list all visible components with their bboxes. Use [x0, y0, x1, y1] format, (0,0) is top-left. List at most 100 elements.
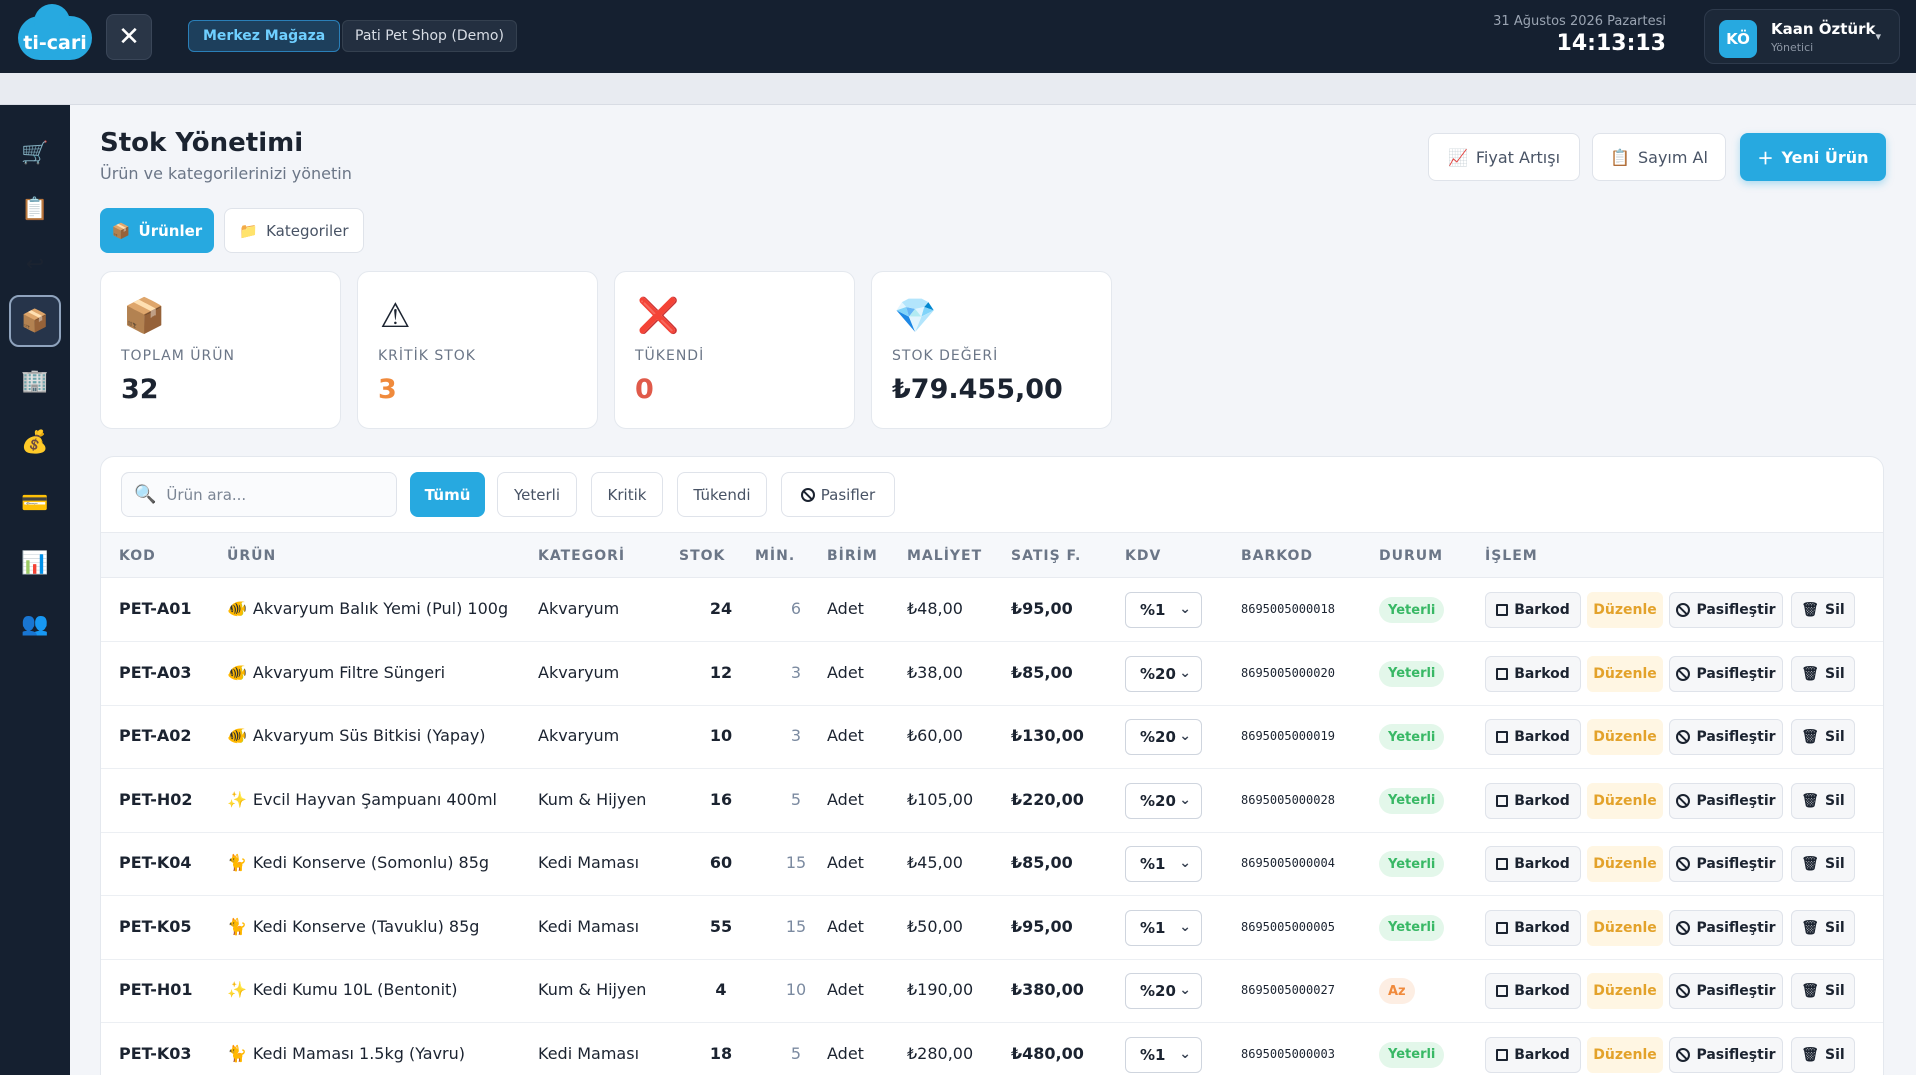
tab-categories[interactable]: 📁 Kategoriler — [224, 208, 364, 253]
edit-button[interactable]: Düzenle — [1587, 655, 1663, 692]
table-row[interactable]: PET-K05 🐈 Kedi Konserve (Tavuklu) 85g Kedi … — [101, 896, 1883, 960]
edit-button[interactable]: Düzenle — [1587, 973, 1663, 1009]
barcode-button[interactable]: Barkod — [1485, 592, 1581, 628]
price-increase-button[interactable]: 📈 Fiyat Artışı — [1428, 133, 1580, 181]
table-row[interactable]: PET-A02 🐠 Akvaryum Süs Bitkisi (Yapay) Akva… — [101, 705, 1883, 769]
kdv-select[interactable]: %1 ⌄ — [1125, 592, 1202, 628]
delete-button[interactable]: 🗑 Sil — [1791, 909, 1855, 946]
kdv-select[interactable]: %1 ⌄ — [1125, 1036, 1202, 1073]
deactivate-button[interactable]: Pasifleştir — [1669, 973, 1783, 1009]
sidebar-item-users[interactable]: 👥 — [9, 598, 61, 650]
deactivate-button[interactable]: Pasifleştir — [1669, 782, 1783, 819]
barcode-button[interactable]: Barkod — [1485, 655, 1581, 692]
sidebar-item-chart[interactable]: 📊 — [9, 537, 61, 589]
edit-button[interactable]: Düzenle — [1587, 592, 1663, 628]
kdv-select[interactable]: %20 ⌄ — [1125, 782, 1202, 819]
deactivate-button[interactable]: Pasifleştir — [1669, 592, 1783, 628]
table-row[interactable]: PET-K04 🐈 Kedi Konserve (Somonlu) 85g Kedi … — [101, 832, 1883, 896]
chart-icon: 📊 — [21, 550, 49, 576]
app-logo[interactable]: ti-cari — [18, 4, 92, 60]
barcode-button[interactable]: Barkod — [1485, 1036, 1581, 1073]
sidebar-item-box[interactable]: 📦 — [9, 295, 61, 347]
sidebar-item-return[interactable]: ↩ — [9, 238, 61, 290]
search-box[interactable]: 🔍 — [121, 472, 397, 517]
product-min-stock: 5 — [790, 1043, 802, 1063]
diamond-icon: 💎 — [894, 296, 937, 336]
product-category-icon: 🐠 — [227, 726, 247, 745]
product-min-stock: 15 — [785, 916, 807, 936]
barcode-button[interactable]: Barkod — [1485, 909, 1581, 946]
sidebar-item-credit-card[interactable]: 💳 — [9, 477, 61, 529]
deactivate-label: Pasifleştir — [1696, 729, 1776, 745]
building-icon: 🏢 — [21, 368, 49, 394]
delete-button[interactable]: 🗑 Sil — [1791, 592, 1855, 628]
kdv-select[interactable]: %20 ⌄ — [1125, 655, 1202, 692]
column-header: DURUM — [1379, 548, 1444, 564]
table-row[interactable]: PET-H02 ✨ Evcil Hayvan Şampuanı 400ml Kum &… — [101, 769, 1883, 833]
barcode-button[interactable]: Barkod — [1485, 973, 1581, 1009]
kdv-value: %20 — [1140, 791, 1176, 810]
page-subtitle: Ürün ve kategorilerinizi yönetin — [100, 164, 352, 183]
shop-label[interactable]: Pati Pet Shop (Demo) — [342, 20, 517, 52]
sidebar-item-building[interactable]: 🏢 — [9, 355, 61, 407]
kdv-select[interactable]: %20 ⌄ — [1125, 719, 1202, 755]
tab-products[interactable]: 📦 Ürünler — [100, 208, 214, 253]
filter-critical[interactable]: Kritik — [591, 472, 663, 517]
delete-button[interactable]: 🗑 Sil — [1791, 655, 1855, 692]
barcode-button[interactable]: Barkod — [1485, 782, 1581, 819]
edit-button[interactable]: Düzenle — [1587, 909, 1663, 946]
delete-button[interactable]: 🗑 Sil — [1791, 846, 1855, 882]
sidebar-item-money-bag[interactable]: 💰 — [9, 416, 61, 468]
avatar: KÖ — [1719, 20, 1757, 58]
edit-button[interactable]: Düzenle — [1587, 846, 1663, 882]
product-cost: ₺60,00 — [907, 726, 963, 745]
edit-button[interactable]: Düzenle — [1587, 719, 1663, 755]
new-product-button[interactable]: ＋ Yeni Ürün — [1740, 133, 1886, 181]
delete-button[interactable]: 🗑 Sil — [1791, 782, 1855, 819]
deactivate-button[interactable]: Pasifleştir — [1669, 655, 1783, 692]
deactivate-button[interactable]: Pasifleştir — [1669, 846, 1783, 882]
table-row[interactable]: PET-A03 🐠 Akvaryum Filtre Süngeri Akvaryum 1… — [101, 642, 1883, 706]
edit-button[interactable]: Düzenle — [1587, 1036, 1663, 1073]
chevron-down-icon: ⌄ — [1179, 664, 1191, 681]
user-name: Kaan Öztürk — [1771, 20, 1876, 38]
barcode-button[interactable]: Barkod — [1485, 719, 1581, 755]
cart-icon: 🛒 — [21, 140, 49, 166]
credit-card-icon: 💳 — [21, 490, 49, 516]
deactivate-button[interactable]: Pasifleştir — [1669, 719, 1783, 755]
caret-down-icon: ▾ — [1875, 30, 1881, 43]
count-button[interactable]: 📋 Sayım Al — [1592, 133, 1726, 181]
delete-label: Sil — [1825, 665, 1845, 682]
deactivate-button[interactable]: Pasifleştir — [1669, 909, 1783, 946]
product-code: PET-H01 — [119, 980, 193, 999]
kdv-select[interactable]: %20 ⌄ — [1125, 973, 1202, 1009]
delete-button[interactable]: 🗑 Sil — [1791, 719, 1855, 755]
edit-button[interactable]: Düzenle — [1587, 782, 1663, 819]
deactivate-button[interactable]: Pasifleştir — [1669, 1036, 1783, 1073]
delete-button[interactable]: 🗑 Sil — [1791, 1036, 1855, 1073]
search-input[interactable] — [166, 485, 387, 504]
trash-icon: 🗑 — [1801, 983, 1820, 999]
product-name: Kedi Konserve (Somonlu) 85g — [252, 853, 490, 872]
kdv-select[interactable]: %1 ⌄ — [1125, 846, 1202, 882]
product-code: PET-K03 — [119, 1043, 192, 1063]
kdv-value: %1 — [1140, 855, 1166, 873]
product-sale-price: ₺95,00 — [1011, 599, 1073, 618]
close-button[interactable]: ✕ — [106, 14, 152, 60]
user-menu[interactable]: KÖ Kaan Öztürk Yönetici ▾ — [1704, 9, 1900, 64]
filter-out-of-stock[interactable]: Tükendi — [677, 472, 767, 517]
filter-all[interactable]: Tümü — [410, 472, 485, 517]
barcode-button[interactable]: Barkod — [1485, 846, 1581, 882]
sidebar-item-cart[interactable]: 🛒 — [9, 127, 61, 179]
status-badge: Yeterli — [1379, 787, 1445, 814]
delete-button[interactable]: 🗑 Sil — [1791, 973, 1855, 1009]
filter-sufficient[interactable]: Yeterli — [497, 472, 577, 517]
store-selector[interactable]: Merkez Mağaza — [188, 20, 341, 52]
kdv-select[interactable]: %1 ⌄ — [1125, 909, 1202, 946]
table-row[interactable]: PET-H01 ✨ Kedi Kumu 10L (Bentonit) Kum & Hi… — [101, 959, 1883, 1023]
sidebar-item-clipboard[interactable]: 📋 — [9, 183, 61, 235]
table-row[interactable]: PET-K03 🐈 Kedi Maması 1.5kg (Yavru) Kedi Ma… — [101, 1023, 1883, 1075]
filter-passive[interactable]: Pasifler — [781, 472, 895, 517]
barcode-label: Barkod — [1514, 983, 1570, 999]
table-row[interactable]: PET-A01 🐠 Akvaryum Balık Yemi (Pul) 100g Ak… — [101, 578, 1883, 642]
